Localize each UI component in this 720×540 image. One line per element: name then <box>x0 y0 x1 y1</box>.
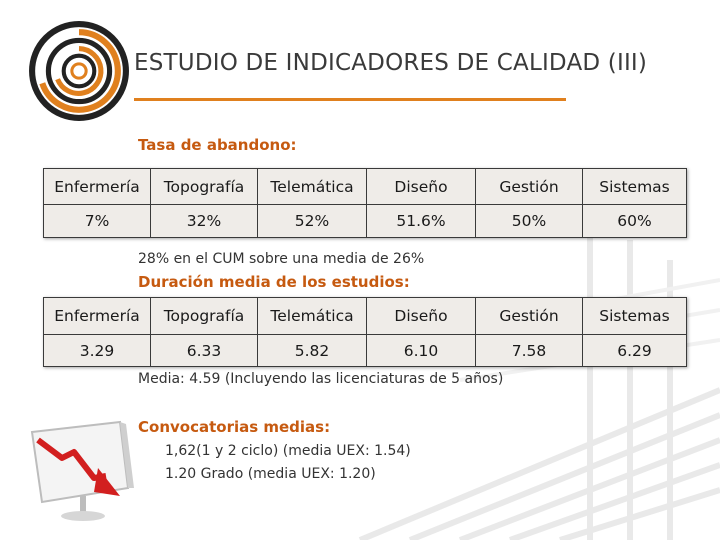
table-header-row: Enfermería Topografía Telemática Diseño … <box>43 168 687 205</box>
table-cell: 5.82 <box>257 334 367 367</box>
table-header-cell: Gestión <box>475 297 583 335</box>
abandono-note: 28% en el CUM sobre una media de 26% <box>138 251 425 267</box>
table-header-cell: Sistemas <box>582 297 687 335</box>
table-header-cell: Topografía <box>150 168 258 205</box>
table-cell: 50% <box>475 204 583 238</box>
table-row: 3.29 6.33 5.82 6.10 7.58 6.29 <box>43 334 687 367</box>
table-header-cell: Telemática <box>257 297 367 335</box>
table-cell: 51.6% <box>366 204 476 238</box>
duracion-note: Media: 4.59 (Incluyendo las licenciatura… <box>138 371 504 387</box>
table-cell: 7.58 <box>475 334 583 367</box>
table-header-cell: Topografía <box>150 297 258 335</box>
table-cell: 52% <box>257 204 367 238</box>
convocatorias-line: 1.20 Grado (media UEX: 1.20) <box>165 466 376 482</box>
table-cell: 60% <box>582 204 687 238</box>
table-header-cell: Telemática <box>257 168 367 205</box>
table-row: 7% 32% 52% 51.6% 50% 60% <box>43 204 687 238</box>
convocatorias-line: 1,62(1 y 2 ciclo) (media UEX: 1.54) <box>165 443 411 459</box>
table-cell: 7% <box>43 204 151 238</box>
table-cell: 6.29 <box>582 334 687 367</box>
table-cell: 6.10 <box>366 334 476 367</box>
concentric-rings-logo-icon <box>29 21 129 121</box>
table-header-cell: Sistemas <box>582 168 687 205</box>
table-header-cell: Diseño <box>366 297 476 335</box>
table-header-row: Enfermería Topografía Telemática Diseño … <box>43 297 687 335</box>
declining-chart-icon <box>30 420 134 521</box>
convocatorias-label: Convocatorias medias: <box>138 418 331 436</box>
abandono-table: Enfermería Topografía Telemática Diseño … <box>43 168 687 238</box>
duracion-label: Duración media de los estudios: <box>138 273 410 291</box>
table-header-cell: Enfermería <box>43 297 151 335</box>
page-title: ESTUDIO DE INDICADORES DE CALIDAD (III) <box>134 50 648 76</box>
table-header-cell: Gestión <box>475 168 583 205</box>
table-header-cell: Enfermería <box>43 168 151 205</box>
table-header-cell: Diseño <box>366 168 476 205</box>
duracion-table: Enfermería Topografía Telemática Diseño … <box>43 297 687 367</box>
table-cell: 6.33 <box>150 334 258 367</box>
title-underline <box>134 98 566 101</box>
table-cell: 3.29 <box>43 334 151 367</box>
abandono-label: Tasa de abandono: <box>138 136 297 154</box>
table-cell: 32% <box>150 204 258 238</box>
